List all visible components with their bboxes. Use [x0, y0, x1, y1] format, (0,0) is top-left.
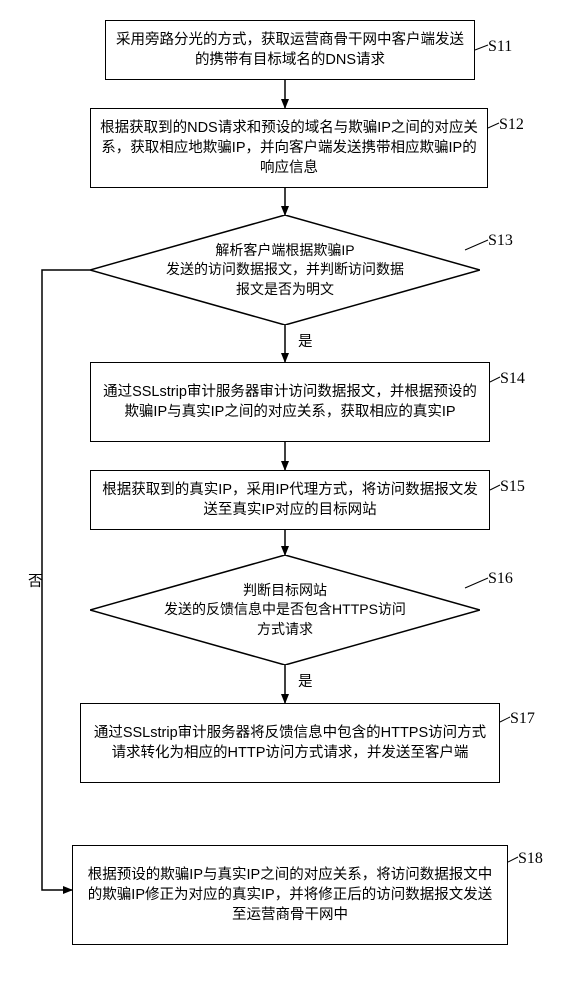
step-s15-text: 根据获取到的真实IP，采用IP代理方式，将访问数据报文发送至真实IP对应的目标网…: [99, 480, 481, 521]
step-s18-label: S18: [518, 850, 543, 868]
step-s18: 根据预设的欺骗IP与真实IP之间的对应关系，将访问数据报文中的欺骗IP修正为对应…: [72, 845, 508, 945]
step-s17: 通过SSLstrip审计服务器将反馈信息中包含的HTTPS访问方式请求转化为相应…: [80, 703, 500, 783]
edge-label-s13-no: 否: [28, 570, 43, 591]
step-s14-label: S14: [500, 370, 525, 388]
step-s11-label: S11: [488, 38, 512, 56]
step-s11-text: 采用旁路分光的方式，获取运营商骨干网中客户端发送的携带有目标域名的DNS请求: [114, 30, 466, 71]
decision-s13-text: 解析客户端根据欺骗IP发送的访问数据报文，并判断访问数据报文是否为明文: [120, 225, 450, 315]
edge-label-s16-yes: 是: [298, 670, 313, 691]
step-s12-label: S12: [499, 116, 524, 134]
step-s17-label: S17: [510, 710, 535, 728]
decision-s13-label: S13: [488, 232, 513, 250]
step-s14: 通过SSLstrip审计服务器审计访问数据报文，并根据预设的欺骗IP与真实IP之…: [90, 362, 490, 442]
step-s15: 根据获取到的真实IP，采用IP代理方式，将访问数据报文发送至真实IP对应的目标网…: [90, 470, 490, 530]
step-s12: 根据获取到的NDS请求和预设的域名与欺骗IP之间的对应关系，获取相应地欺骗IP，…: [90, 108, 488, 188]
decision-s13: 解析客户端根据欺骗IP发送的访问数据报文，并判断访问数据报文是否为明文: [90, 215, 480, 325]
step-s14-text: 通过SSLstrip审计服务器审计访问数据报文，并根据预设的欺骗IP与真实IP之…: [99, 382, 481, 423]
decision-s16: 判断目标网站发送的反馈信息中是否包含HTTPS访问方式请求: [90, 555, 480, 665]
step-s17-text: 通过SSLstrip审计服务器将反馈信息中包含的HTTPS访问方式请求转化为相应…: [89, 723, 491, 764]
step-s11: 采用旁路分光的方式，获取运营商骨干网中客户端发送的携带有目标域名的DNS请求: [105, 20, 475, 80]
flowchart-container: 采用旁路分光的方式，获取运营商骨干网中客户端发送的携带有目标域名的DNS请求 S…: [10, 10, 575, 990]
edge-label-s13-yes: 是: [298, 330, 313, 351]
decision-s16-text: 判断目标网站发送的反馈信息中是否包含HTTPS访问方式请求: [120, 565, 450, 655]
step-s15-label: S15: [500, 478, 525, 496]
step-s12-text: 根据获取到的NDS请求和预设的域名与欺骗IP之间的对应关系，获取相应地欺骗IP，…: [99, 118, 479, 179]
decision-s16-label: S16: [488, 570, 513, 588]
step-s18-text: 根据预设的欺骗IP与真实IP之间的对应关系，将访问数据报文中的欺骗IP修正为对应…: [81, 865, 499, 926]
